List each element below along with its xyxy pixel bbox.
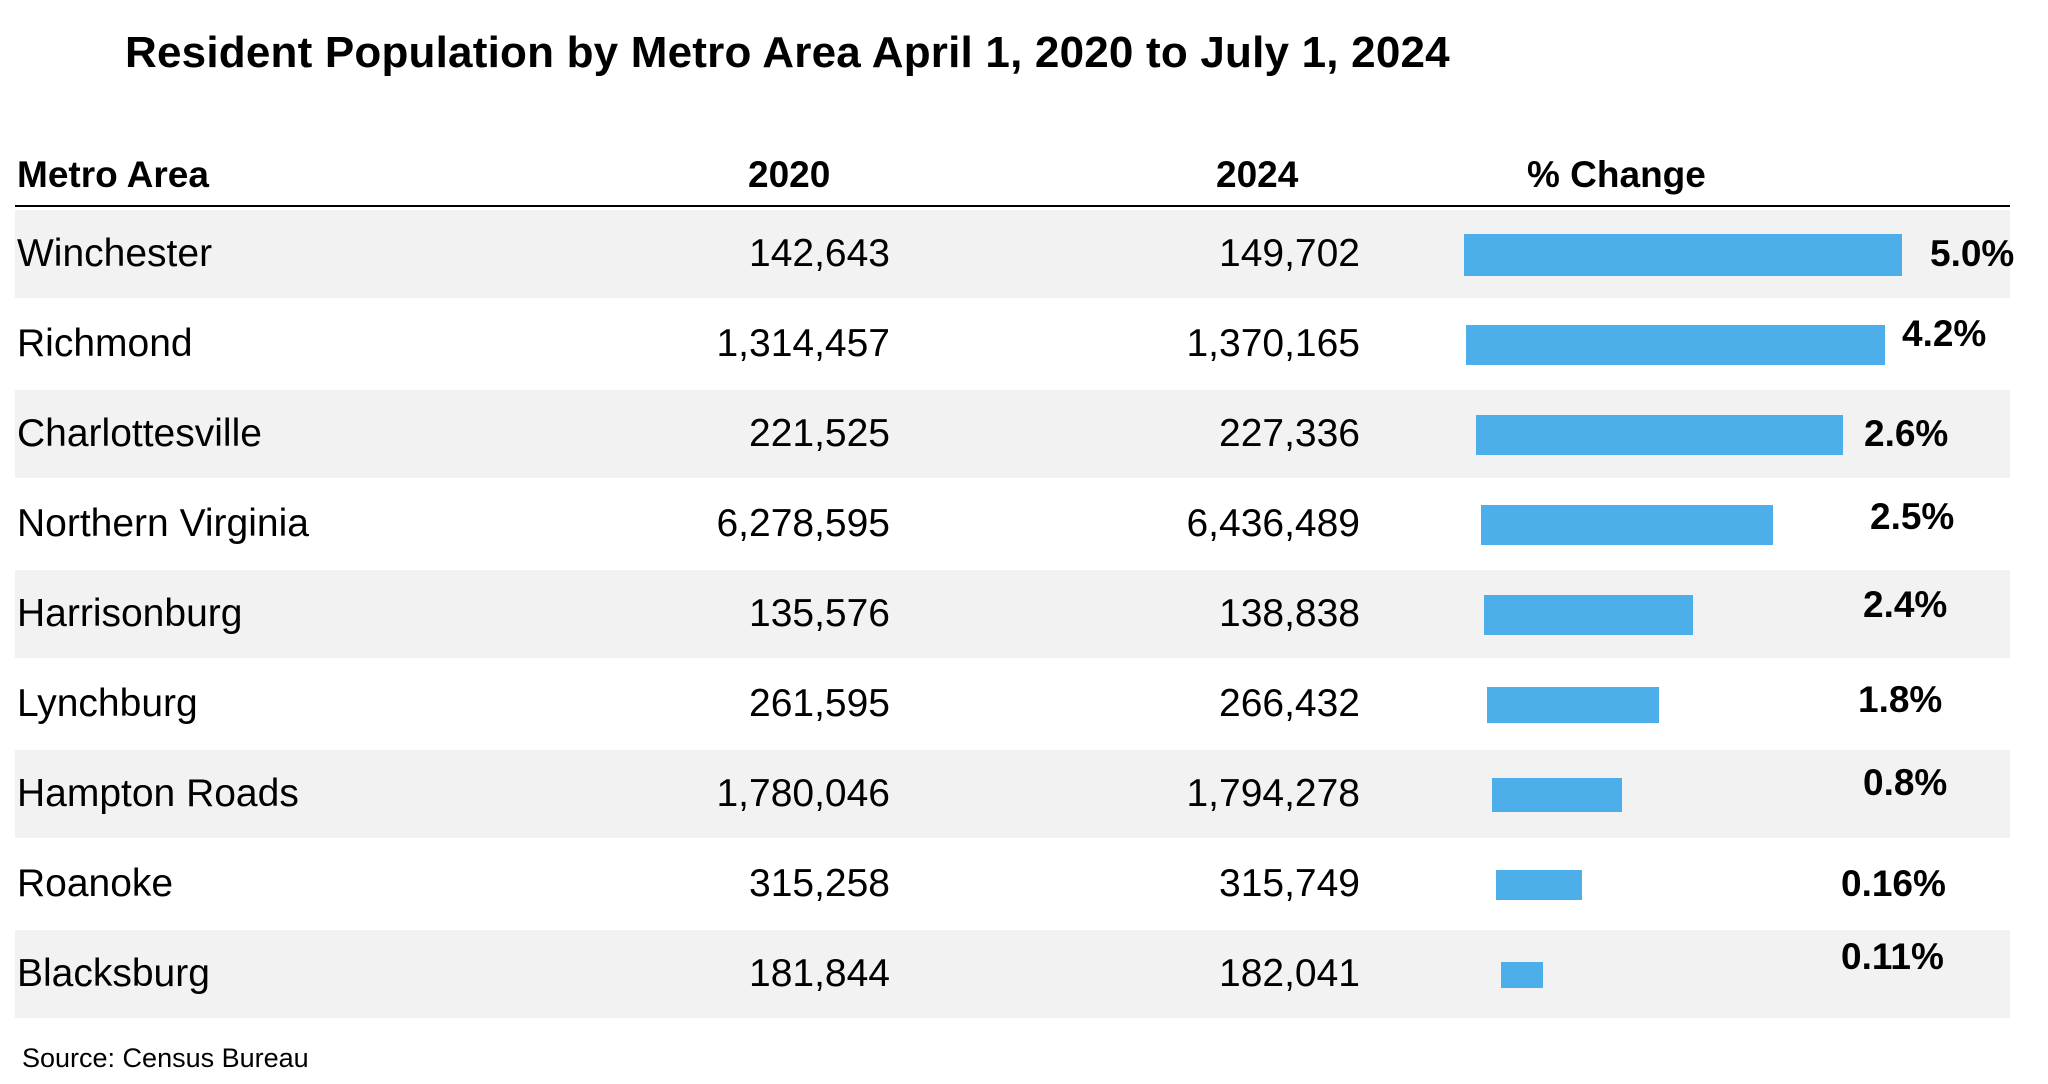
pct-change-label: 2.6% <box>1864 413 1949 454</box>
value-2020: 6,278,595 <box>716 502 890 545</box>
table-row: Northern Virginia 6,278,595 6,436,489 <box>15 480 2010 568</box>
metro-name: Roanoke <box>17 862 174 905</box>
value-2020: 261,595 <box>749 682 890 725</box>
header-rule <box>15 205 2010 207</box>
pct-change-label: 0.16% <box>1841 863 1946 904</box>
metro-name: Northern Virginia <box>17 502 309 545</box>
metro-name: Winchester <box>17 232 213 275</box>
value-2020: 221,525 <box>749 412 890 455</box>
value-2024: 149,702 <box>1219 232 1360 275</box>
pct-change-bar <box>1501 962 1543 988</box>
pct-change-label: 0.11% <box>1841 936 1944 977</box>
metro-name: Blacksburg <box>17 952 210 995</box>
pct-change-label: 4.2% <box>1902 313 1987 354</box>
value-2020: 315,258 <box>749 862 890 905</box>
metro-name: Lynchburg <box>17 682 198 725</box>
pct-change-label: 5.0% <box>1930 233 2015 274</box>
table-row: Lynchburg 261,595 266,432 <box>15 660 2010 748</box>
pct-change-bar <box>1464 234 1902 276</box>
pct-change-bar <box>1476 415 1843 455</box>
pct-change-bar <box>1484 595 1693 635</box>
pct-change-bar <box>1481 505 1773 545</box>
table-row: Hampton Roads 1,780,046 1,794,278 <box>15 750 2010 838</box>
value-2024: 1,794,278 <box>1186 772 1360 815</box>
value-2024: 6,436,489 <box>1186 502 1360 545</box>
value-2024: 182,041 <box>1219 952 1360 995</box>
value-2020: 142,643 <box>749 232 890 275</box>
metro-name: Charlottesville <box>17 412 262 455</box>
header-2020: 2020 <box>748 154 831 195</box>
table-row: Richmond 1,314,457 1,370,165 <box>15 300 2010 388</box>
metro-name: Richmond <box>17 322 193 365</box>
pct-change-bar <box>1496 870 1582 900</box>
pct-change-label: 0.8% <box>1863 762 1948 803</box>
header-pct-change: % Change <box>1527 154 1706 195</box>
table-row: Blacksburg 181,844 182,041 <box>15 930 2010 1018</box>
pct-change-bar <box>1492 778 1622 812</box>
metro-name: Harrisonburg <box>17 592 243 635</box>
table-row: Harrisonburg 135,576 138,838 <box>15 570 2010 658</box>
pct-change-bar <box>1487 687 1659 723</box>
value-2020: 1,780,046 <box>716 772 890 815</box>
pct-change-label: 2.5% <box>1870 496 1955 537</box>
value-2024: 227,336 <box>1219 412 1360 455</box>
metro-name: Hampton Roads <box>17 772 299 815</box>
source-note: Source: Census Bureau <box>22 1043 309 1073</box>
pct-change-label: 2.4% <box>1863 584 1948 625</box>
value-2020: 1,314,457 <box>716 322 890 365</box>
table-row: Roanoke 315,258 315,749 <box>15 840 2010 928</box>
value-2024: 315,749 <box>1219 862 1360 905</box>
value-2020: 135,576 <box>749 592 890 635</box>
value-2024: 266,432 <box>1219 682 1360 725</box>
pct-change-bar <box>1466 325 1885 365</box>
header-metro-area: Metro Area <box>17 154 209 195</box>
header-2024: 2024 <box>1216 154 1299 195</box>
pct-change-label: 1.8% <box>1858 679 1943 720</box>
value-2024: 1,370,165 <box>1186 322 1360 365</box>
chart-title: Resident Population by Metro Area April … <box>125 28 1450 77</box>
value-2020: 181,844 <box>749 952 890 995</box>
value-2024: 138,838 <box>1219 592 1360 635</box>
